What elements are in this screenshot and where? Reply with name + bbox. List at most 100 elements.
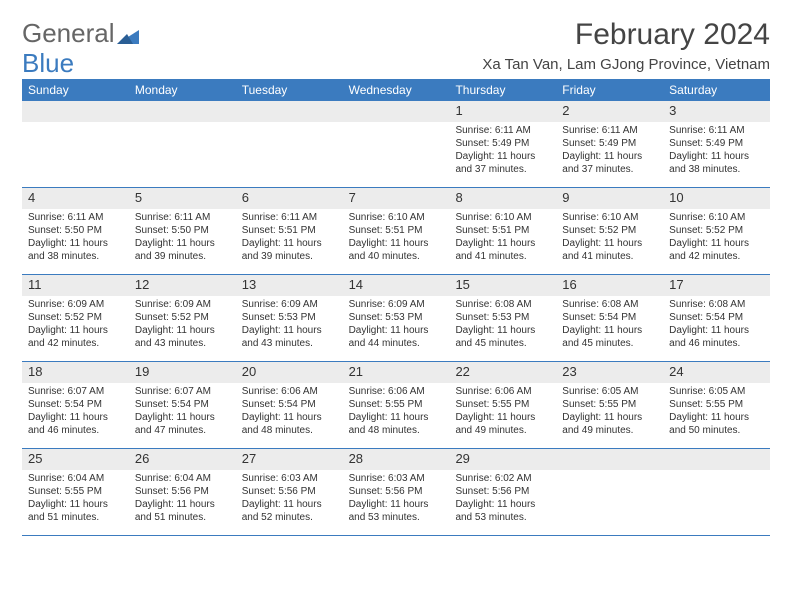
daylight-text: Daylight: 11 hours and 43 minutes. — [242, 324, 337, 350]
day-number: 1 — [449, 101, 556, 122]
sunrise-text: Sunrise: 6:11 AM — [455, 124, 550, 137]
day-details: Sunrise: 6:08 AMSunset: 5:54 PMDaylight:… — [556, 296, 663, 354]
sunset-text: Sunset: 5:55 PM — [349, 398, 444, 411]
day-number: 11 — [22, 275, 129, 296]
sunset-text: Sunset: 5:56 PM — [135, 485, 230, 498]
sunrise-text: Sunrise: 6:03 AM — [242, 472, 337, 485]
day-details: Sunrise: 6:04 AMSunset: 5:56 PMDaylight:… — [129, 470, 236, 528]
day-details: Sunrise: 6:10 AMSunset: 5:52 PMDaylight:… — [663, 209, 770, 267]
day-number: 27 — [236, 449, 343, 470]
day-number: 18 — [22, 362, 129, 383]
sunrise-text: Sunrise: 6:04 AM — [135, 472, 230, 485]
sunset-text: Sunset: 5:52 PM — [28, 311, 123, 324]
day-cell: 24Sunrise: 6:05 AMSunset: 5:55 PMDayligh… — [663, 362, 770, 448]
day-number: 13 — [236, 275, 343, 296]
daylight-text: Daylight: 11 hours and 50 minutes. — [669, 411, 764, 437]
sunrise-text: Sunrise: 6:07 AM — [135, 385, 230, 398]
day-number: 10 — [663, 188, 770, 209]
day-details: Sunrise: 6:11 AMSunset: 5:49 PMDaylight:… — [556, 122, 663, 180]
day-number — [663, 449, 770, 470]
day-details: Sunrise: 6:09 AMSunset: 5:52 PMDaylight:… — [129, 296, 236, 354]
sunset-text: Sunset: 5:52 PM — [562, 224, 657, 237]
daylight-text: Daylight: 11 hours and 51 minutes. — [28, 498, 123, 524]
day-cell: 28Sunrise: 6:03 AMSunset: 5:56 PMDayligh… — [343, 449, 450, 535]
day-details: Sunrise: 6:11 AMSunset: 5:50 PMDaylight:… — [129, 209, 236, 267]
logo-subtext-wrap: Blue — [22, 48, 74, 79]
sunrise-text: Sunrise: 6:03 AM — [349, 472, 444, 485]
sunset-text: Sunset: 5:54 PM — [562, 311, 657, 324]
daylight-text: Daylight: 11 hours and 47 minutes. — [135, 411, 230, 437]
sunset-text: Sunset: 5:56 PM — [242, 485, 337, 498]
sunrise-text: Sunrise: 6:09 AM — [28, 298, 123, 311]
calendar-body: 1Sunrise: 6:11 AMSunset: 5:49 PMDaylight… — [22, 101, 770, 536]
weekday-header: Sunday — [22, 79, 129, 101]
day-cell: 9Sunrise: 6:10 AMSunset: 5:52 PMDaylight… — [556, 188, 663, 274]
day-number: 7 — [343, 188, 450, 209]
day-cell: 14Sunrise: 6:09 AMSunset: 5:53 PMDayligh… — [343, 275, 450, 361]
daylight-text: Daylight: 11 hours and 48 minutes. — [242, 411, 337, 437]
day-cell-empty — [663, 449, 770, 535]
day-details: Sunrise: 6:09 AMSunset: 5:52 PMDaylight:… — [22, 296, 129, 354]
daylight-text: Daylight: 11 hours and 52 minutes. — [242, 498, 337, 524]
daylight-text: Daylight: 11 hours and 38 minutes. — [669, 150, 764, 176]
day-cell-empty — [556, 449, 663, 535]
sunset-text: Sunset: 5:54 PM — [28, 398, 123, 411]
logo-icon — [117, 22, 143, 53]
day-details: Sunrise: 6:11 AMSunset: 5:49 PMDaylight:… — [663, 122, 770, 180]
sunrise-text: Sunrise: 6:11 AM — [28, 211, 123, 224]
weekday-header: Tuesday — [236, 79, 343, 101]
title-block: February 2024 Xa Tan Van, Lam GJong Prov… — [482, 18, 770, 73]
day-number: 5 — [129, 188, 236, 209]
sunset-text: Sunset: 5:53 PM — [242, 311, 337, 324]
sunrise-text: Sunrise: 6:10 AM — [669, 211, 764, 224]
day-number: 6 — [236, 188, 343, 209]
sunset-text: Sunset: 5:55 PM — [562, 398, 657, 411]
day-number — [129, 101, 236, 122]
day-cell: 29Sunrise: 6:02 AMSunset: 5:56 PMDayligh… — [449, 449, 556, 535]
week-row: 1Sunrise: 6:11 AMSunset: 5:49 PMDaylight… — [22, 101, 770, 188]
day-cell: 12Sunrise: 6:09 AMSunset: 5:52 PMDayligh… — [129, 275, 236, 361]
daylight-text: Daylight: 11 hours and 42 minutes. — [28, 324, 123, 350]
daylight-text: Daylight: 11 hours and 39 minutes. — [242, 237, 337, 263]
day-cell: 11Sunrise: 6:09 AMSunset: 5:52 PMDayligh… — [22, 275, 129, 361]
sunset-text: Sunset: 5:49 PM — [562, 137, 657, 150]
day-cell: 21Sunrise: 6:06 AMSunset: 5:55 PMDayligh… — [343, 362, 450, 448]
day-details: Sunrise: 6:06 AMSunset: 5:54 PMDaylight:… — [236, 383, 343, 441]
sunset-text: Sunset: 5:54 PM — [242, 398, 337, 411]
sunset-text: Sunset: 5:49 PM — [455, 137, 550, 150]
day-cell: 25Sunrise: 6:04 AMSunset: 5:55 PMDayligh… — [22, 449, 129, 535]
daylight-text: Daylight: 11 hours and 45 minutes. — [562, 324, 657, 350]
page-title: February 2024 — [482, 18, 770, 52]
weekday-header: Thursday — [449, 79, 556, 101]
day-details: Sunrise: 6:02 AMSunset: 5:56 PMDaylight:… — [449, 470, 556, 528]
day-details: Sunrise: 6:05 AMSunset: 5:55 PMDaylight:… — [556, 383, 663, 441]
sunrise-text: Sunrise: 6:11 AM — [562, 124, 657, 137]
day-cell: 17Sunrise: 6:08 AMSunset: 5:54 PMDayligh… — [663, 275, 770, 361]
day-cell: 6Sunrise: 6:11 AMSunset: 5:51 PMDaylight… — [236, 188, 343, 274]
day-details: Sunrise: 6:10 AMSunset: 5:51 PMDaylight:… — [449, 209, 556, 267]
sunset-text: Sunset: 5:55 PM — [455, 398, 550, 411]
day-cell-empty — [236, 101, 343, 187]
day-cell: 5Sunrise: 6:11 AMSunset: 5:50 PMDaylight… — [129, 188, 236, 274]
day-number: 21 — [343, 362, 450, 383]
week-row: 25Sunrise: 6:04 AMSunset: 5:55 PMDayligh… — [22, 449, 770, 536]
day-cell: 19Sunrise: 6:07 AMSunset: 5:54 PMDayligh… — [129, 362, 236, 448]
day-cell: 2Sunrise: 6:11 AMSunset: 5:49 PMDaylight… — [556, 101, 663, 187]
daylight-text: Daylight: 11 hours and 41 minutes. — [562, 237, 657, 263]
sunset-text: Sunset: 5:55 PM — [28, 485, 123, 498]
week-row: 4Sunrise: 6:11 AMSunset: 5:50 PMDaylight… — [22, 188, 770, 275]
sunset-text: Sunset: 5:52 PM — [135, 311, 230, 324]
daylight-text: Daylight: 11 hours and 44 minutes. — [349, 324, 444, 350]
sunset-text: Sunset: 5:49 PM — [669, 137, 764, 150]
daylight-text: Daylight: 11 hours and 48 minutes. — [349, 411, 444, 437]
daylight-text: Daylight: 11 hours and 38 minutes. — [28, 237, 123, 263]
sunset-text: Sunset: 5:54 PM — [669, 311, 764, 324]
day-details: Sunrise: 6:06 AMSunset: 5:55 PMDaylight:… — [343, 383, 450, 441]
sunset-text: Sunset: 5:53 PM — [455, 311, 550, 324]
day-cell: 4Sunrise: 6:11 AMSunset: 5:50 PMDaylight… — [22, 188, 129, 274]
location-text: Xa Tan Van, Lam GJong Province, Vietnam — [482, 56, 770, 73]
day-details: Sunrise: 6:03 AMSunset: 5:56 PMDaylight:… — [236, 470, 343, 528]
sunset-text: Sunset: 5:50 PM — [28, 224, 123, 237]
sunrise-text: Sunrise: 6:08 AM — [562, 298, 657, 311]
day-details: Sunrise: 6:05 AMSunset: 5:55 PMDaylight:… — [663, 383, 770, 441]
